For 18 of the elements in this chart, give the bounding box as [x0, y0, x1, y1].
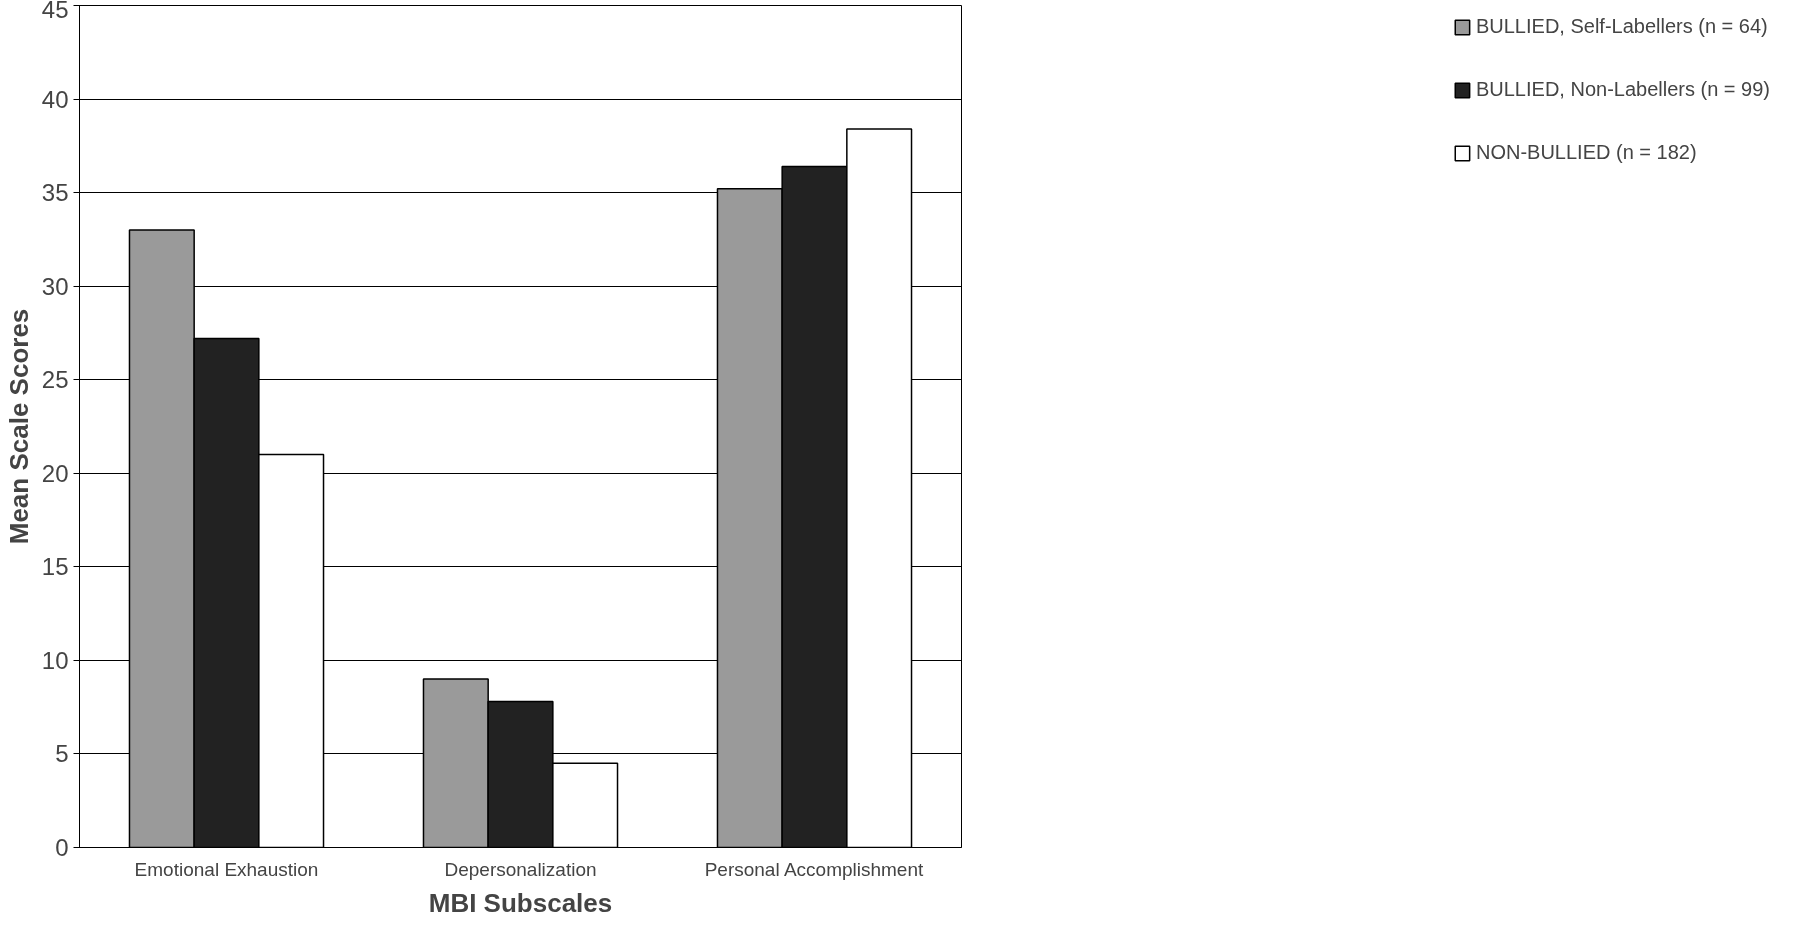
x-tick-label: Depersonalization [444, 858, 597, 880]
y-axis-title: Mean Scale Scores [3, 308, 34, 545]
y-tick-label: 40 [41, 85, 69, 113]
legend-label: BULLIED, Self-Labellers (n = 64) [1475, 15, 1768, 38]
y-tick-label: 10 [41, 646, 69, 674]
legend-label: BULLIED, Non-Labellers (n = 99) [1475, 78, 1770, 101]
y-tick-label: 0 [55, 834, 69, 861]
y-tick-label: 35 [41, 179, 69, 207]
legend-label: NON-BULLIED (n = 182) [1475, 141, 1697, 164]
y-tick-label: 25 [41, 366, 69, 394]
x-tick-label: Emotional Exhaustion [134, 858, 319, 880]
y-tick-label: 15 [41, 553, 69, 581]
y-tick-label: 45 [41, 0, 69, 23]
x-axis-title: MBI Subscales [428, 887, 613, 918]
y-tick-label: 20 [41, 459, 69, 487]
x-tick-label: Personal Accomplishment [704, 858, 924, 880]
y-tick-label: 5 [55, 740, 69, 768]
y-tick-label: 30 [41, 272, 69, 300]
